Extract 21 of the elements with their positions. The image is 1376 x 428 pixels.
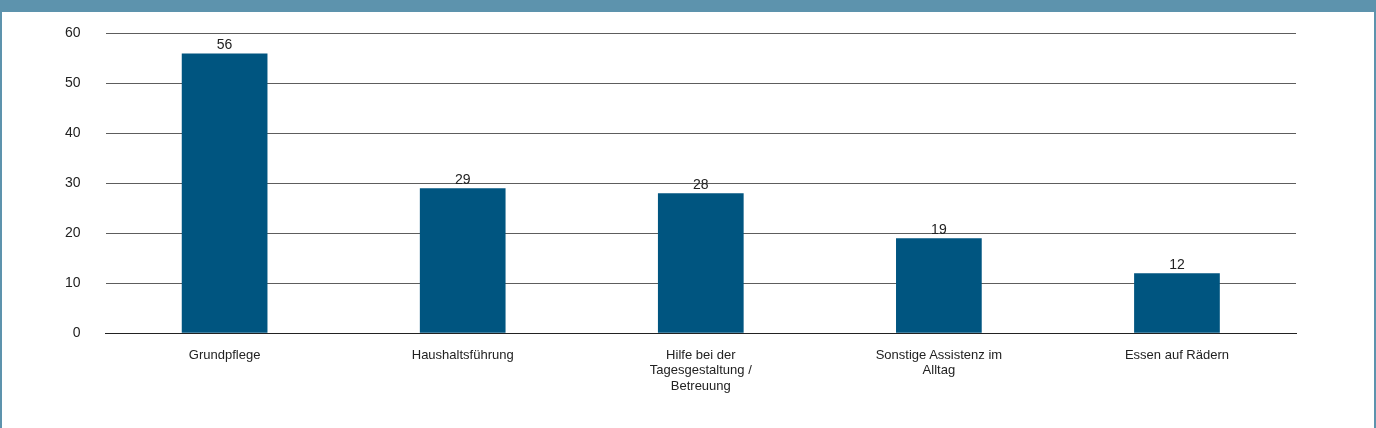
- x-tick-label: Grundpflege: [188, 346, 261, 362]
- bar: [896, 238, 982, 333]
- x-tick-label: Sonstige Assistenz im Alltag: [875, 346, 1003, 378]
- y-tick-label: 0: [72, 324, 81, 341]
- y-tick-label: 40: [64, 124, 81, 141]
- bar: [419, 188, 506, 333]
- x-tick-label: Essen auf Rädern: [1124, 346, 1229, 362]
- bar: [181, 53, 268, 333]
- y-tick-label: 10: [64, 274, 81, 291]
- y-tick-label: 50: [64, 74, 81, 91]
- y-tick-label: 30: [64, 174, 81, 191]
- y-tick-label: 20: [64, 224, 81, 241]
- x-tick-label: Hilfe bei der Tagesgestaltung / Betreuung: [649, 346, 753, 393]
- y-tick-label: 60: [64, 24, 81, 41]
- data-label: 19: [931, 221, 947, 238]
- bar: [1134, 273, 1220, 333]
- data-label: 29: [454, 171, 471, 188]
- data-label: 12: [1169, 256, 1185, 273]
- data-label: 56: [216, 36, 233, 53]
- x-tick-label: Haushaltsführung: [411, 346, 514, 362]
- bar: [657, 193, 744, 333]
